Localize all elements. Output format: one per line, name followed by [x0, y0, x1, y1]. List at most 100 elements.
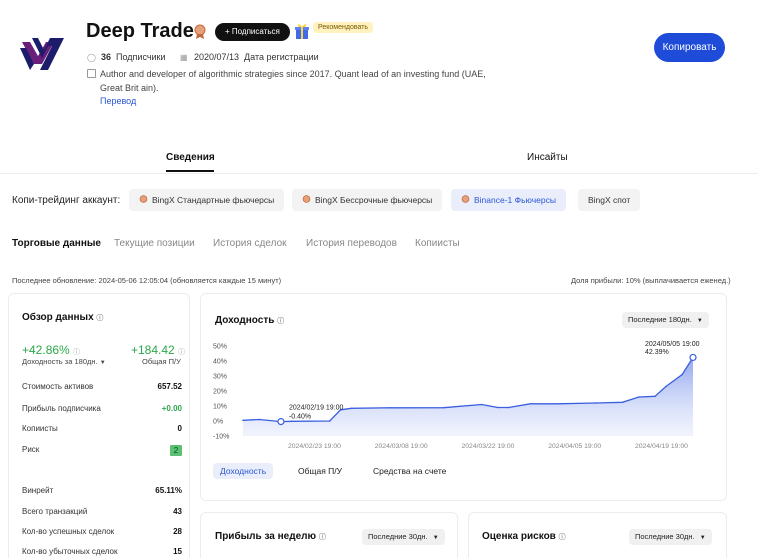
account-chip-bingx-perpetual[interactable]: BingX Бессрочные фьючерсы	[292, 189, 443, 211]
data-point	[497, 406, 499, 409]
caret-down-icon: ▼	[696, 318, 703, 324]
data-point	[529, 402, 532, 405]
row-label: Копиисты	[22, 424, 58, 433]
overview-row: Кол-во убыточных сделок 15	[22, 547, 182, 556]
translate-link[interactable]: Перевод	[100, 96, 137, 106]
data-point	[654, 395, 656, 398]
period-dropdown[interactable]: Последние 180дн. ▼	[622, 312, 709, 328]
return-value-text: +42.86%	[22, 343, 70, 357]
data-point	[442, 406, 445, 409]
caret-down-icon: ▼	[99, 360, 106, 366]
info-icon[interactable]: ⓘ	[178, 349, 186, 356]
data-point	[594, 402, 597, 404]
chart-tab-pnl[interactable]: Общая П/У	[298, 466, 343, 476]
tooltip-end-value: 42.39%	[645, 349, 669, 356]
data-point	[350, 407, 353, 410]
tab-transfer-history[interactable]: История переводов	[306, 238, 397, 249]
row-label: Прибыль подписчика	[22, 404, 101, 413]
pnl-label: Общая П/У	[142, 357, 181, 366]
account-chip-bingx-spot[interactable]: BingX спот	[578, 189, 641, 211]
medal-icon	[461, 195, 470, 203]
weekly-period-dropdown[interactable]: Последние 30дн. ▼	[362, 529, 445, 545]
x-tick-label: 2024/02/23 19:00	[288, 443, 341, 450]
registration-stat: ▦ 2020/07/13 Дата регистрации	[180, 52, 319, 62]
profitability-title-text: Доходность	[215, 315, 275, 326]
info-icon[interactable]: ⓘ	[96, 315, 104, 322]
registered-label: Дата регистрации	[244, 52, 319, 62]
user-icon: ◯	[87, 52, 96, 62]
overview-title-text: Обзор данных	[22, 312, 94, 323]
x-tick-label: 2024/04/19 19:00	[635, 443, 688, 450]
data-point	[328, 420, 331, 422]
trader-logo	[20, 38, 64, 70]
copy-button[interactable]: Копировать	[654, 33, 725, 62]
data-point	[242, 419, 244, 422]
tab-copiers[interactable]: Копиисты	[415, 238, 460, 249]
account-chip-label: BingX Стандартные фьючерсы	[152, 195, 275, 205]
y-tick-label: 10%	[213, 404, 227, 411]
medal-icon	[302, 195, 311, 203]
row-value: 28	[173, 527, 182, 536]
data-point	[258, 418, 261, 421]
account-chip-label: Binance-1 Фьючерсы	[474, 195, 556, 205]
overview-row: Копиисты 0	[22, 424, 182, 433]
y-tick-label: 20%	[213, 389, 227, 396]
marker-end	[689, 353, 697, 362]
tooltip-end-date: 2024/05/05 19:00	[645, 341, 700, 348]
row-label: Всего транзакций	[22, 507, 88, 516]
row-value: 657.52	[157, 382, 182, 391]
profit-share-text: Доля прибыли: 10% (выплачивается еженед.…	[571, 276, 731, 285]
tab-trading-data[interactable]: Торговые данные	[12, 238, 101, 249]
y-tick-label: 40%	[213, 359, 227, 366]
x-tick-label: 2024/03/08 19:00	[375, 443, 428, 450]
profitability-chart: 50% 40% 30% 20% 10% 0% -10% 2024/02/23 19:00 202…	[213, 341, 700, 450]
tab-current-positions[interactable]: Текущие позиции	[114, 238, 195, 249]
data-point	[665, 385, 667, 388]
subscribers-stat: ◯ 36 Подписчики	[87, 52, 166, 62]
info-icon[interactable]: ⓘ	[73, 349, 81, 356]
tooltip-start-date: 2024/02/19 19:00	[289, 405, 344, 412]
last-updated-text: Последнее обновление: 2024-05-06 12:05:0…	[12, 276, 282, 285]
return-period-select[interactable]: Доходность за 180дн. ▼	[22, 357, 106, 366]
subscribe-button[interactable]: + Подписаться	[215, 23, 290, 41]
account-chip-binance[interactable]: Binance-1 Фьючерсы	[451, 189, 566, 211]
data-overview-panel	[8, 293, 190, 558]
subscribers-label: Подписчики	[116, 52, 166, 62]
series-area	[243, 357, 693, 436]
chart-tab-return[interactable]: Доходность	[213, 463, 274, 479]
profitability-title: Доходность ⓘ	[215, 315, 284, 326]
risk-badge: 2	[170, 445, 182, 456]
chart-tab-equity[interactable]: Средства на счете	[373, 466, 447, 476]
overview-row: Риск 2	[22, 445, 182, 456]
tab-insights[interactable]: Инсайты	[527, 152, 568, 163]
row-label: Стоимость активов	[22, 382, 94, 391]
active-tab-indicator	[166, 170, 214, 172]
risk-period-dropdown[interactable]: Последние 30дн. ▼	[629, 529, 712, 545]
x-tick-label: 2024/04/05 19:00	[548, 443, 601, 450]
account-chip-bingx-standard[interactable]: BingX Стандартные фьючерсы	[129, 189, 285, 211]
row-value: 0	[177, 424, 182, 433]
risk-assessment-title-text: Оценка рисков	[482, 531, 556, 542]
data-point	[621, 401, 624, 404]
tab-details[interactable]: Сведения	[166, 152, 215, 163]
trader-bio: Author and developer of algorithmic stra…	[100, 69, 486, 93]
caret-down-icon: ▼	[432, 535, 439, 541]
y-tick-label: -10%	[213, 434, 229, 441]
account-chip-label: BingX Бессрочные фьючерсы	[315, 195, 433, 205]
tab-trade-history[interactable]: История сделок	[213, 238, 287, 249]
marker-start	[277, 417, 285, 426]
row-value: 65.11%	[155, 486, 182, 495]
trader-name: Deep Trade	[86, 20, 194, 42]
info-icon[interactable]: ⓘ	[558, 534, 566, 541]
y-tick-label: 0%	[213, 419, 223, 426]
info-icon[interactable]: ⓘ	[318, 534, 326, 541]
info-icon[interactable]: ⓘ	[277, 318, 285, 325]
document-icon	[87, 69, 96, 78]
x-tick-label: 2024/03/22 19:00	[462, 443, 515, 450]
data-point	[681, 373, 683, 376]
overview-row: Всего транзакций 43	[22, 507, 182, 516]
overview-row: Стоимость активов 657.52	[22, 382, 182, 391]
overview-row: Винрейт 65.11%	[22, 486, 182, 495]
row-value: 43	[173, 507, 182, 516]
data-point	[480, 403, 483, 406]
